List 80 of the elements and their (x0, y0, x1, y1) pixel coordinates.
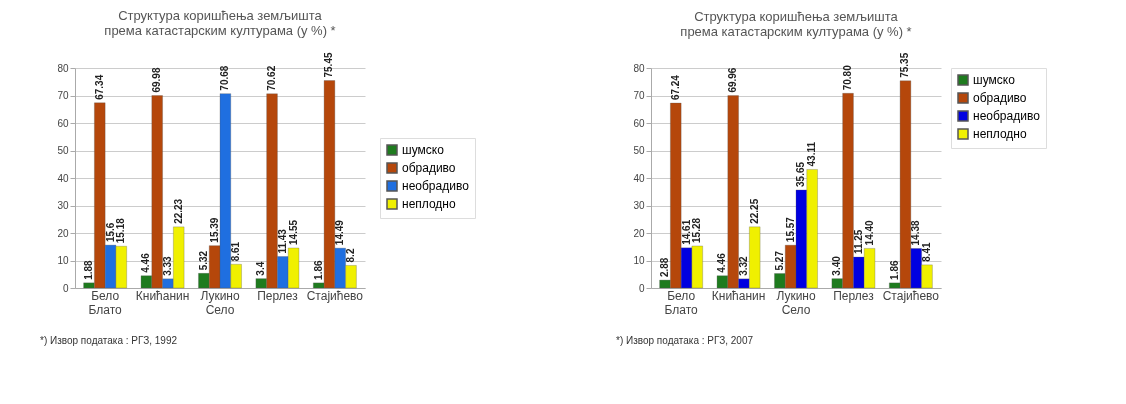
data-label: 14.49 (334, 219, 346, 246)
data-label: 5.32 (197, 250, 209, 271)
x-tick-label: Стајићево (306, 288, 364, 303)
data-label: 69.96 (727, 67, 739, 93)
legend-label: шумско (973, 73, 1016, 87)
data-label: 15.57 (784, 216, 796, 243)
data-label: 70.80 (842, 64, 854, 91)
data-label: 1.88 (83, 259, 94, 280)
data-label: 1.86 (888, 259, 900, 280)
data-label: 11.25 (852, 229, 864, 255)
y-tick-label: 30 (57, 200, 69, 211)
data-label: 15.39 (208, 217, 220, 243)
y-tick-label: 10 (633, 255, 645, 266)
x-tick-label: Лукино Село (200, 288, 240, 317)
data-label: 69.98 (151, 67, 163, 93)
data-label: 1.86 (312, 259, 324, 280)
y-tick-label: 20 (57, 227, 69, 239)
legend-label: необрадиво (973, 109, 1041, 123)
x-tick-label: Перлез (257, 288, 299, 303)
data-label: 15.18 (115, 217, 127, 244)
data-label: 70.62 (266, 65, 278, 91)
y-tick-label: 60 (57, 117, 69, 129)
data-label: 2.88 (659, 257, 670, 278)
data-label: 43.11 (806, 141, 818, 167)
x-tick-label: Книћанин (711, 288, 766, 303)
data-label: 15.28 (691, 217, 703, 243)
data-label: 67.34 (93, 74, 105, 100)
data-label: 67.24 (669, 74, 681, 101)
data-label: 3.40 (831, 255, 843, 276)
x-tick-label: Бело Блато (664, 288, 699, 317)
text: *) Извор података : РГЗ, 2007 (616, 335, 754, 346)
legend-label: обрадиво (973, 91, 1027, 105)
data-label: 4.46 (140, 252, 152, 273)
y-tick-label: 40 (633, 172, 645, 184)
y-tick-label: 60 (633, 117, 645, 129)
x-tick-label: Книћанин (135, 288, 190, 303)
data-label: 8.61 (230, 241, 242, 262)
x-tick-label: Перлез (833, 288, 875, 303)
legend-label: неплодно (973, 127, 1027, 141)
data-label: 5.27 (773, 250, 785, 271)
data-label: 75.45 (323, 52, 335, 78)
data-label: 35.65 (795, 161, 807, 187)
y-tick-label: 70 (633, 90, 645, 101)
y-tick-label: 0 (62, 282, 69, 294)
data-label: 4.46 (716, 252, 728, 273)
chart-title: Структура коришћења земљишта према катастарским културама (у %) * (680, 8, 912, 39)
data-label: 14.55 (287, 219, 299, 245)
x-tick-label: Бело Блато (88, 288, 123, 317)
data-label: 22.23 (172, 198, 184, 224)
data-label: 11.43 (276, 228, 288, 254)
y-tick-label: 40 (57, 172, 69, 184)
y-tick-label: 50 (633, 145, 645, 156)
data-label: 8.2 (345, 248, 356, 263)
legend-label: необрадиво (402, 179, 470, 193)
x-tick-label: Стајићево (882, 288, 940, 303)
text: *) Извор података : РГЗ, 1992 (40, 335, 178, 346)
legend-label: шумско (402, 143, 445, 157)
data-label: 3.32 (737, 255, 749, 276)
data-label: 14.40 (863, 219, 875, 246)
data-label: 75.35 (899, 52, 911, 78)
y-tick-label: 50 (57, 145, 69, 156)
chart-title: Структура коришћења земљишта према катастарским културама (у %) * (104, 8, 336, 39)
data-label: 3.33 (161, 255, 173, 276)
y-tick-label: 10 (57, 255, 69, 266)
data-label: 14.61 (680, 219, 692, 245)
y-tick-label: 80 (57, 62, 69, 74)
data-label: 14.38 (910, 219, 922, 246)
data-label: 70.68 (219, 65, 231, 91)
y-tick-label: 0 (638, 282, 645, 294)
y-tick-label: 20 (633, 227, 645, 239)
y-tick-label: 30 (633, 200, 645, 211)
y-tick-label: 70 (57, 90, 69, 101)
data-label: 8.41 (921, 241, 932, 262)
legend-label: неплодно (402, 197, 456, 211)
x-tick-label: Лукино Село (776, 288, 816, 317)
data-label: 15.6 (104, 222, 116, 243)
data-label: 3.4 (255, 261, 267, 276)
legend-label: обрадиво (402, 161, 456, 175)
y-tick-label: 80 (633, 62, 645, 74)
data-label: 22.25 (748, 198, 760, 224)
